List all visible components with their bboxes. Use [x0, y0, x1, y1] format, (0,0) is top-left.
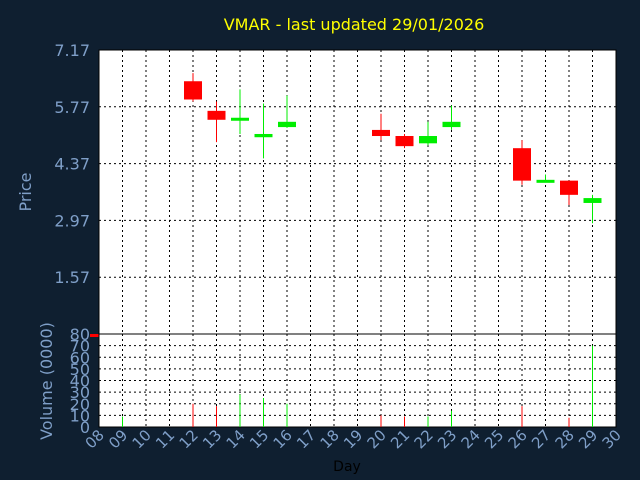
candle-body — [513, 148, 531, 181]
volume-y-tick-label: 20 — [70, 395, 90, 414]
volume-y-tick-label: 60 — [70, 348, 90, 367]
x-tick-label: 26 — [505, 426, 531, 452]
x-tick-label: 16 — [270, 426, 296, 452]
price-candles — [90, 73, 602, 337]
price-panel: 7.17 5.77 4.37 2.97 1.57 Price — [16, 41, 617, 337]
x-tick-label: 12 — [176, 426, 202, 452]
price-y-tick-label: 1.57 — [54, 268, 90, 287]
x-tick-label: 21 — [387, 426, 413, 452]
x-tick-label: 20 — [364, 426, 390, 452]
x-tick-label: 10 — [129, 426, 155, 452]
x-tick-label: 09 — [105, 426, 131, 452]
volume-y-tick-label: 80 — [70, 325, 90, 344]
chart-title: VMAR - last updated 29/01/2026 — [224, 15, 485, 34]
x-tick-label: 27 — [528, 426, 554, 452]
candle-body — [583, 198, 602, 203]
candle-body — [560, 180, 578, 195]
x-tick-label: 24 — [458, 426, 484, 452]
x-tick-label: 30 — [599, 426, 625, 452]
volume-y-tick-label: 30 — [70, 383, 90, 402]
volume-y-tick-label: 0 — [80, 418, 90, 437]
candle-body — [184, 81, 202, 100]
candle-body — [254, 133, 273, 138]
candle-body — [231, 117, 249, 121]
x-tick-label: 15 — [246, 426, 272, 452]
candle-body — [278, 121, 296, 128]
price-y-tick-label: 4.37 — [54, 155, 90, 174]
volume-grid — [99, 334, 616, 427]
volume-y-tick-label: 10 — [70, 406, 90, 425]
x-tick-label: 11 — [152, 426, 178, 452]
price-y-ticks: 7.17 5.77 4.37 2.97 1.57 — [54, 41, 90, 287]
volume-y-tick-label: 70 — [70, 337, 90, 356]
x-ticks: 0809101112131415161718192021222324252627… — [82, 426, 625, 452]
volume-bars — [122, 345, 593, 427]
x-tick-label: 28 — [552, 426, 578, 452]
price-y-tick-label: 2.97 — [54, 211, 90, 230]
candle-body — [419, 136, 437, 144]
x-tick-label: 19 — [340, 426, 366, 452]
candle-body — [372, 129, 390, 137]
price-grid — [99, 50, 616, 334]
x-tick-label: 22 — [411, 426, 437, 452]
x-axis-label: Day — [333, 459, 361, 475]
price-axis-label: Price — [16, 172, 35, 211]
candle-body — [536, 179, 555, 183]
x-tick-label: 25 — [481, 426, 507, 452]
price-y-tick-label: 5.77 — [54, 98, 90, 117]
x-tick-label: 23 — [434, 426, 460, 452]
price-y-tick-label: 7.17 — [54, 41, 90, 60]
x-tick-label: 13 — [199, 426, 225, 452]
candle-body — [442, 121, 461, 128]
x-tick-label: 14 — [223, 426, 249, 452]
volume-y-tick-label: 40 — [70, 372, 90, 391]
candle-body — [207, 110, 226, 120]
x-tick-label: 18 — [317, 426, 343, 452]
x-tick-label: 29 — [575, 426, 601, 452]
volume-axis-label: Volume (0000) — [37, 322, 56, 440]
x-tick-label: 17 — [293, 426, 319, 452]
volume-y-tick-label: 50 — [70, 360, 90, 379]
candle-body — [395, 136, 414, 147]
